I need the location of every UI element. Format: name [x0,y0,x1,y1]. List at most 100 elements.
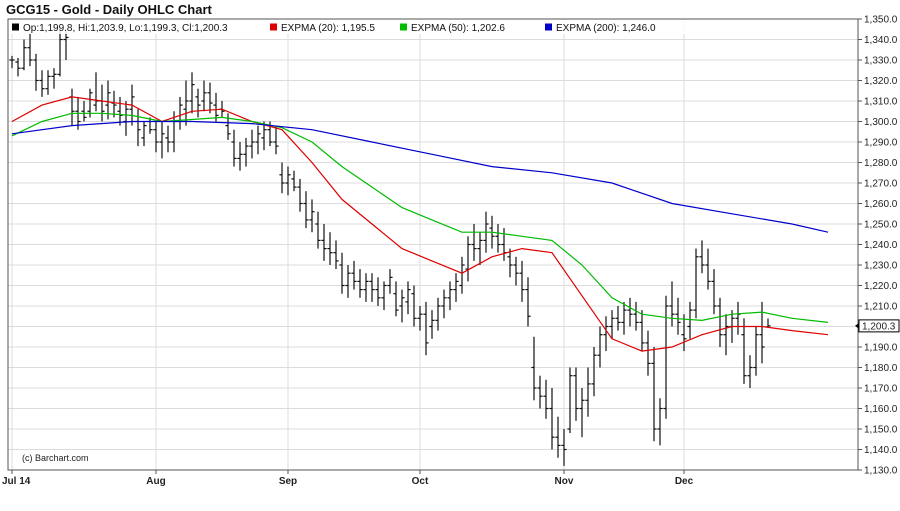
last-price-marker: 1,200.3 [855,319,900,333]
legend-swatch [400,23,407,31]
ema-line-1 [11,96,829,352]
ohlc-bar [651,347,657,442]
y-tick-label: 1,180.0 [864,363,898,374]
ohlc-bar [615,306,621,331]
ema-line-3 [11,120,829,233]
ohlc-bar [429,310,435,339]
ohlc-bar [579,388,585,438]
x-month-label: Sep [279,476,297,487]
ohlc-bar [741,318,747,384]
last-price-pointer [855,322,859,329]
ohlc-bar [285,166,291,196]
legend-entry: EXPMA (20): 1,195.5 [281,23,375,34]
ohlc-bar [333,240,339,270]
ohlc-bar [81,101,87,122]
ohlc-bar [525,277,531,327]
ohlc-bar [369,273,375,302]
ohlc-bar [465,236,471,282]
ohlc-bar [51,68,57,89]
ohlc-bar [237,142,243,171]
ohlc-bar [111,90,117,118]
ohlc-bar [273,125,279,155]
ohlc-bar [435,297,441,331]
ohlc-bar [165,125,171,153]
ohlc-bar [291,170,297,192]
ohlc-bar [495,224,501,253]
ohlc-bar [207,82,213,114]
ohlc-bar [231,129,237,167]
ohlc-bar [249,129,255,159]
ohlc-bar [693,248,699,319]
ohlc-bar [561,429,567,466]
ohlc-bar [195,88,201,118]
y-tick-label: 1,160.0 [864,404,898,415]
ohlc-bar [507,248,513,278]
legend-entry: Op:1,199.8, Hi:1,203.9, Lo:1,199.3, Cl:1… [23,23,228,34]
ohlc-bar [315,211,321,249]
ohlc-bar [537,375,543,409]
ohlc-bar [87,88,93,118]
ohlc-bar [45,70,51,95]
ohlc-bar [69,88,75,126]
ohlc-bar [303,191,309,229]
x-month-label: Nov [555,476,574,487]
legend: Op:1,199.8, Hi:1,203.9, Lo:1,199.3, Cl:1… [9,20,854,34]
ohlc-bar [405,281,411,315]
ohlc-bar [15,57,21,77]
grid [8,18,858,471]
ohlc-bar [261,121,267,151]
ohlc-bar [399,289,405,323]
ohlc-bar [357,269,363,298]
ohlc-bar [279,162,285,194]
ohlc-bar [645,330,651,376]
ohlc-bar [381,281,387,311]
ohlc-bar [243,137,249,167]
ohlc-bar [657,398,663,446]
ohlc-bar [135,109,141,147]
ohlc-bar [327,232,333,265]
y-tick-label: 1,350.0 [864,15,898,26]
y-tick-label: 1,190.0 [864,343,898,354]
ohlc-bar [705,248,711,290]
ohlc-bar [363,273,369,302]
ohlc-bar [447,281,453,311]
ohlc-bar [93,72,99,112]
ohlc-bar [531,336,537,401]
ohlc-bar [375,277,381,306]
ohlc-bar [699,240,705,274]
credit-label: (c) Barchart.com [22,453,89,463]
y-tick-label: 1,300.0 [864,117,898,128]
ohlc-bar [321,224,327,261]
y-tick-label: 1,150.0 [864,425,898,436]
ohlc-bar [687,301,693,339]
ohlc-bar [675,297,681,335]
ohlc-bar [9,55,15,69]
ohlc-bar [477,232,483,265]
legend-entry: EXPMA (50): 1,202.6 [411,23,505,34]
ohlc-bar [627,297,633,327]
ohlc-bar [471,224,477,261]
y-tick-label: 1,330.0 [864,56,898,67]
ohlc-bar [603,316,609,352]
legend-swatch [545,23,552,31]
ohlc-bar [339,252,345,294]
ohlc-bar [117,96,123,126]
ohlc-bar [33,53,39,91]
y-axis: 1,130.0 1,140.0 1,150.0 1,160.0 1,170.0 1,180… [858,15,898,477]
last-price-label: 1,200.3 [862,321,896,332]
ohlc-bar [555,416,561,458]
ohlc-bar [549,388,555,450]
ohlc-bar [63,29,69,60]
legend-swatch [12,23,19,31]
y-tick-label: 1,140.0 [864,445,898,456]
ohlc-bar [417,306,423,331]
ohlc-bars [9,27,771,466]
y-tick-label: 1,250.0 [864,220,898,231]
legend-background [9,20,854,34]
x-month-label: Aug [146,476,165,487]
ohlc-bar [387,269,393,294]
y-tick-label: 1,280.0 [864,158,898,169]
ohlc-bar [453,273,459,302]
ohlc-bar [213,92,219,122]
